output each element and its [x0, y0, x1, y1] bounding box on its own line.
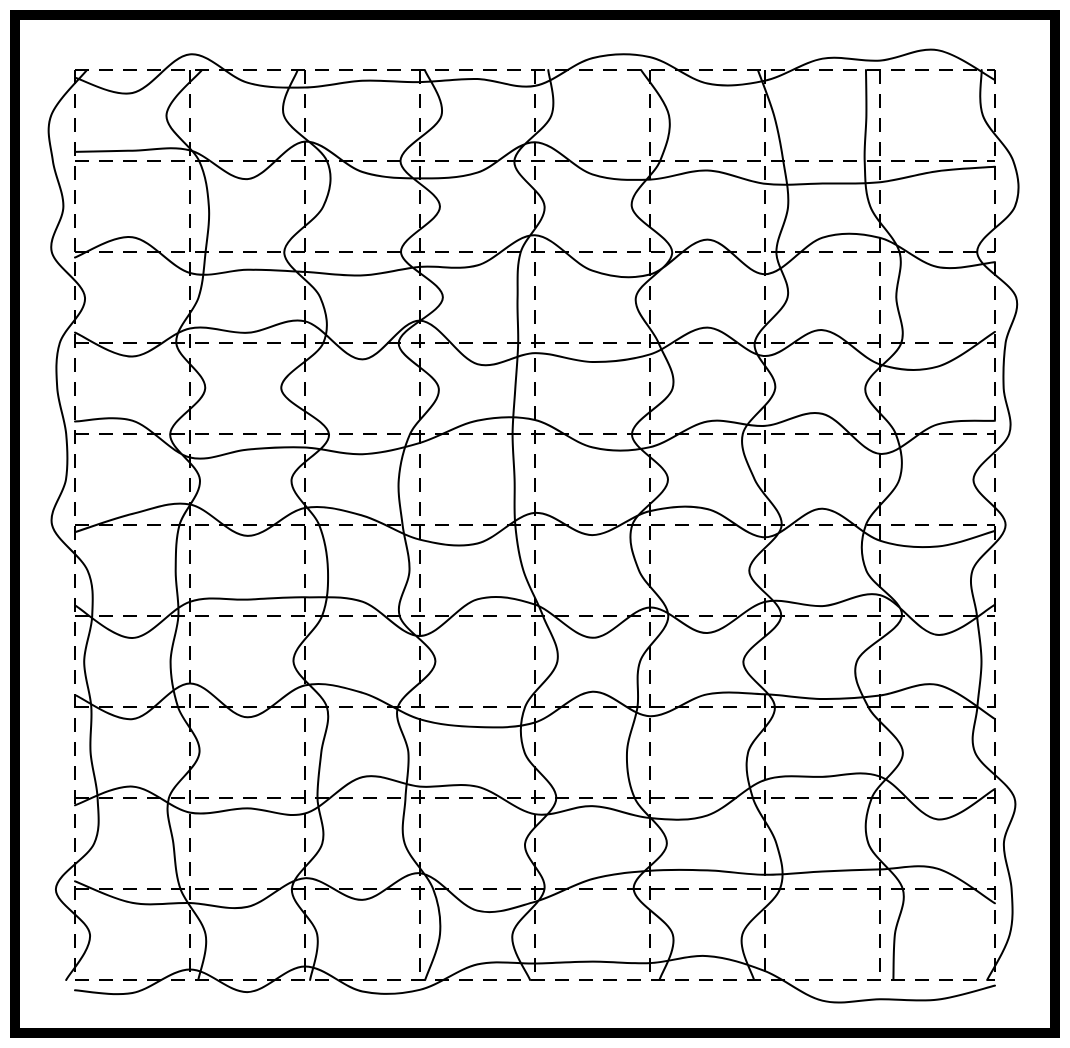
grid-diagram-svg [0, 0, 1070, 1048]
figure-frame [0, 0, 1070, 1048]
